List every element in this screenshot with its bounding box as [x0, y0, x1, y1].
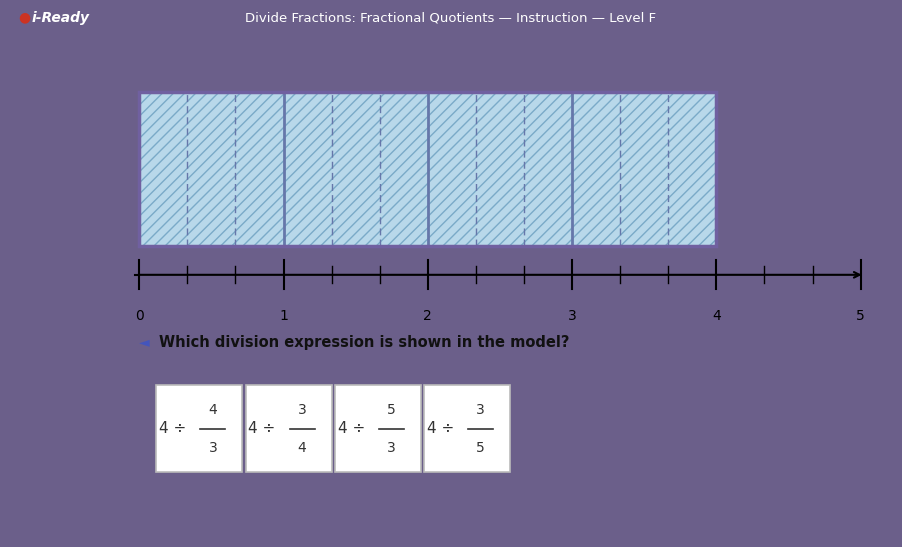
Bar [476, 92, 524, 246]
Bar [621, 92, 668, 246]
Bar [428, 92, 476, 246]
Text: 4 ÷: 4 ÷ [248, 421, 276, 437]
Bar [235, 92, 283, 246]
FancyBboxPatch shape [335, 385, 421, 473]
Text: 4: 4 [298, 441, 307, 455]
FancyBboxPatch shape [245, 385, 332, 473]
FancyBboxPatch shape [424, 385, 510, 473]
Text: 5: 5 [856, 309, 865, 323]
Text: 4 ÷: 4 ÷ [160, 421, 187, 437]
Bar [380, 92, 428, 246]
Text: 3: 3 [567, 309, 576, 323]
Bar [621, 92, 668, 246]
Bar [332, 92, 380, 246]
Bar [668, 92, 716, 246]
Bar [668, 92, 716, 246]
Text: Which division expression is shown in the model?: Which division expression is shown in th… [159, 335, 569, 350]
Text: 4 ÷: 4 ÷ [427, 421, 454, 437]
Bar [572, 92, 621, 246]
Text: 2: 2 [423, 309, 432, 323]
Bar [380, 92, 428, 246]
Bar [572, 92, 621, 246]
Text: 4: 4 [208, 403, 217, 417]
Text: 3: 3 [476, 403, 485, 417]
Bar [188, 92, 235, 246]
Text: 5: 5 [387, 403, 396, 417]
Text: i-Ready: i-Ready [32, 11, 89, 25]
Text: ●: ● [18, 11, 30, 25]
Text: 3: 3 [387, 441, 396, 455]
Text: 1: 1 [279, 309, 288, 323]
FancyBboxPatch shape [156, 385, 243, 473]
Bar [188, 92, 235, 246]
Bar [332, 92, 380, 246]
Bar [139, 92, 188, 246]
Bar [524, 92, 572, 246]
Text: 3: 3 [208, 441, 217, 455]
Text: 4 ÷: 4 ÷ [337, 421, 365, 437]
Text: 0: 0 [135, 309, 143, 323]
Text: 4: 4 [712, 309, 721, 323]
Text: 3: 3 [298, 403, 307, 417]
Text: Divide Fractions: Fractional Quotients — Instruction — Level F: Divide Fractions: Fractional Quotients —… [245, 11, 657, 24]
Text: 5: 5 [476, 441, 485, 455]
Text: ◄: ◄ [139, 335, 150, 349]
Bar [139, 92, 716, 246]
Bar [139, 92, 188, 246]
Bar [283, 92, 332, 246]
Bar [524, 92, 572, 246]
Bar [235, 92, 283, 246]
Bar [428, 92, 476, 246]
Bar [283, 92, 332, 246]
Bar [476, 92, 524, 246]
